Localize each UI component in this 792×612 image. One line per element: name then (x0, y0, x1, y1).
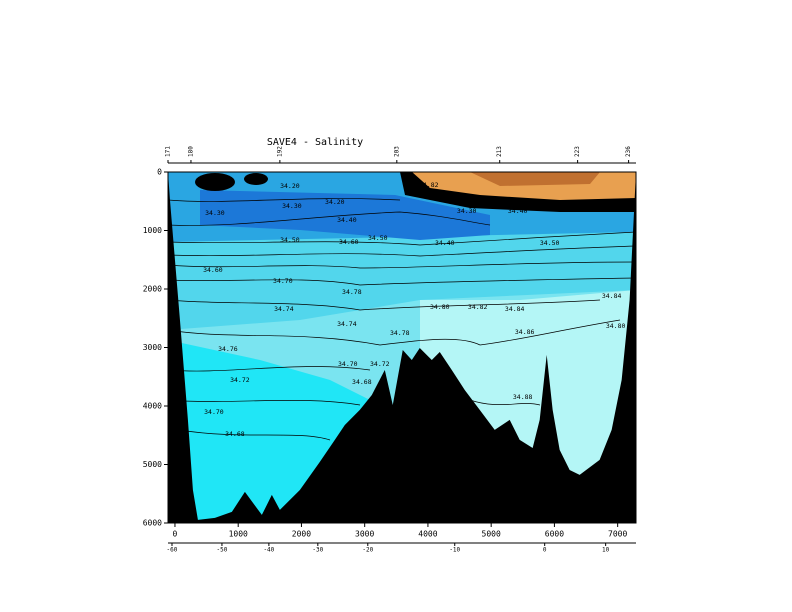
contour-label: 34.70 (204, 408, 224, 416)
station-tick-label: 223 (574, 146, 581, 157)
x-tick-label: 0 (173, 530, 178, 539)
station-tick-label: 213 (496, 146, 503, 157)
y-tick-label: 6000 (143, 519, 162, 528)
contour-label: 34.74 (337, 320, 357, 328)
contour-label: 34.40 (508, 207, 528, 215)
contour-label: 34.86 (515, 328, 535, 336)
lat-tick-label: -20 (362, 547, 373, 554)
intermediate-water (168, 230, 636, 330)
contour-label: 34.80 (430, 303, 450, 311)
y-tick-label: 5000 (143, 460, 162, 469)
bathymetry (168, 172, 636, 523)
fresh-core (200, 190, 490, 240)
contour-label: 34.76 (218, 345, 238, 353)
x-tick-label: 1000 (229, 530, 248, 539)
lat-tick-label: -50 (217, 547, 228, 554)
y-tick-label: 1000 (143, 226, 162, 235)
x-tick-label: 3000 (355, 530, 374, 539)
contour-label: 34.30 (282, 202, 302, 210)
y-tick-label: 0 (157, 168, 162, 177)
fresh-spot (195, 173, 235, 191)
contour-label: 34.40 (435, 239, 455, 247)
bathymetry-group (168, 172, 636, 523)
y-tick-label: 3000 (143, 343, 162, 352)
contour-label: 34.20 (325, 198, 345, 206)
contour-label: 34.68 (352, 378, 372, 386)
lat-tick-label: 10 (602, 547, 610, 554)
y-tick-label: 2000 (143, 285, 162, 294)
contour-label: 34.50 (540, 239, 560, 247)
contour-label: 34.50 (280, 236, 300, 244)
contour-label: 34.72 (230, 376, 250, 384)
x-tick-label: 7000 (608, 530, 627, 539)
contour-label: 34.84 (602, 292, 622, 300)
x-tick-label: 5000 (482, 530, 501, 539)
contour-label: 34.84 (505, 305, 525, 313)
lat-tick-label: -40 (263, 547, 274, 554)
contour-label: 34.78 (342, 288, 362, 296)
station-tick-label: 180 (187, 146, 194, 157)
contour-label: 34.60 (339, 238, 359, 246)
lat-tick-label: -10 (449, 547, 460, 554)
lat-tick-label: 0 (543, 547, 547, 554)
station-tick-label: 203 (393, 146, 400, 157)
contour-label: 34.60 (203, 266, 223, 274)
station-tick-label: 192 (276, 146, 283, 157)
contour-label: 34.30 (457, 207, 477, 215)
y-tick-label: 4000 (143, 402, 162, 411)
chart-title: SAVE4 - Salinity (267, 137, 363, 148)
x-tick-label: 6000 (545, 530, 564, 539)
saline-core (470, 172, 600, 186)
station-tick-label: 171 (165, 146, 172, 157)
contour-label: 34.78 (390, 329, 410, 337)
lat-tick-label: -60 (167, 547, 178, 554)
contour-label: 34.30 (205, 209, 225, 217)
contour-label: 34.70 (273, 277, 293, 285)
station-tick-label: 236 (625, 146, 632, 157)
contour-label: 34.68 (225, 430, 245, 438)
contour-label: 34.74 (274, 305, 294, 313)
contour-label: 34.82 (419, 181, 439, 189)
fresh-spot (244, 173, 268, 185)
contour-label: 34.70 (338, 360, 358, 368)
contour-label: 34.72 (370, 360, 390, 368)
contour-label: 34.20 (280, 182, 300, 190)
contour-label: 34.82 (468, 303, 488, 311)
contour-label: 34.88 (513, 393, 533, 401)
x-tick-label: 4000 (418, 530, 437, 539)
contour-label: 34.80 (606, 322, 626, 330)
x-tick-label: 2000 (292, 530, 311, 539)
contour-label: 34.40 (337, 216, 357, 224)
contour-lines (168, 198, 636, 441)
contour-label: 34.50 (368, 234, 388, 242)
lat-tick-label: -30 (312, 547, 323, 554)
